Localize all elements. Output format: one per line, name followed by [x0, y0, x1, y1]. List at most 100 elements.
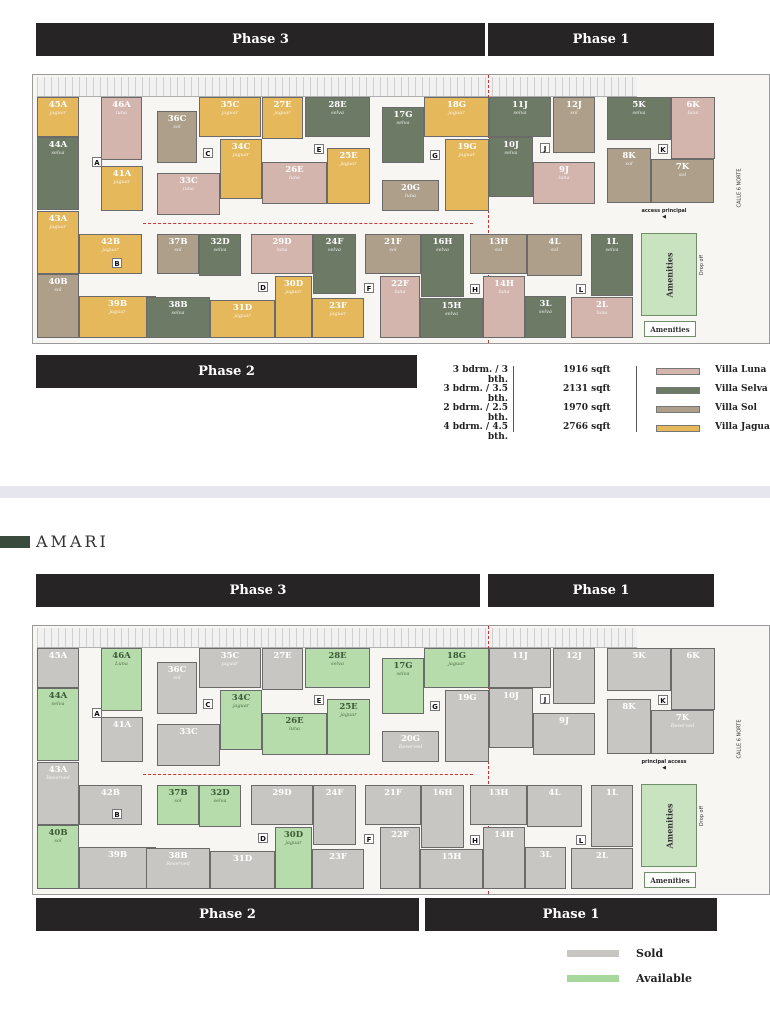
bottom-unit-27e[interactable]: 27E — [262, 648, 303, 690]
bottom-unit-43a[interactable]: 43A Reserved — [37, 762, 79, 825]
top-unit-31d[interactable]: 31D jaguar — [210, 300, 275, 338]
bottom-unit-11j[interactable]: 11J — [489, 648, 551, 688]
bottom-unit-39b[interactable]: 39B — [79, 847, 156, 889]
bottom-unit-37b[interactable]: 37B sol — [157, 785, 199, 825]
top-unit-46a[interactable]: 46A luna — [101, 97, 142, 160]
unit-number: 36C — [167, 665, 187, 675]
top-unit-38b[interactable]: 38B selva — [146, 297, 210, 338]
bottom-unit-28e[interactable]: 28E selva — [305, 648, 370, 688]
bottom-unit-40b[interactable]: 40B sol — [37, 825, 79, 889]
top-unit-14h[interactable]: 14H luna — [483, 276, 525, 338]
bottom-unit-42b[interactable]: 42B — [79, 785, 142, 825]
unit-type-label: luna — [394, 289, 406, 296]
bottom-unit-3l[interactable]: 3L — [525, 847, 566, 889]
top-unit-41a[interactable]: 41A jaguar — [101, 166, 143, 211]
top-unit-32d[interactable]: 32D selva — [199, 234, 241, 276]
top-unit-2l[interactable]: 2L luna — [571, 297, 633, 338]
top-unit-35c[interactable]: 35C jaguar — [199, 97, 261, 137]
bottom-unit-1l[interactable]: 1L — [591, 785, 633, 847]
bottom-unit-19g[interactable]: 19G — [445, 690, 489, 762]
bottom-unit-17g[interactable]: 17G selva — [382, 658, 424, 714]
bottom-unit-30d[interactable]: 30D jaguar — [275, 827, 312, 889]
top-unit-30d[interactable]: 30D jaguar — [275, 276, 312, 338]
bottom-unit-14h[interactable]: 14H — [483, 827, 525, 889]
top-unit-42b[interactable]: 42B jaguar — [79, 234, 142, 274]
top-unit-10j[interactable]: 10J selva — [489, 137, 533, 197]
top-unit-36c[interactable]: 36C sol — [157, 111, 197, 163]
bottom-unit-16h[interactable]: 16H — [421, 785, 464, 848]
bottom-unit-5k[interactable]: 5K — [607, 648, 671, 691]
top-unit-18g[interactable]: 18G jaguar — [424, 97, 489, 137]
top-unit-17g[interactable]: 17G selva — [382, 107, 424, 163]
top-unit-27e[interactable]: 27E jaguar — [262, 97, 303, 139]
bottom-unit-2l[interactable]: 2L — [571, 848, 633, 889]
top-unit-25e[interactable]: 25E jaguar — [327, 148, 370, 204]
top-unit-23f[interactable]: 23F jaguar — [312, 298, 364, 338]
unit-number: 34C — [231, 693, 251, 703]
top-unit-44a[interactable]: 44A selva — [37, 137, 79, 210]
bottom-unit-46a[interactable]: 46A Luna — [101, 648, 142, 711]
bottom-unit-35c[interactable]: 35C jaguar — [199, 648, 261, 688]
top-unit-19g[interactable]: 19G jaguar — [445, 139, 489, 211]
top-unit-37b[interactable]: 37B sol — [157, 234, 199, 274]
unit-type-label: selva — [51, 150, 65, 157]
top-unit-5k[interactable]: 5K selva — [607, 97, 671, 140]
bottom-unit-31d[interactable]: 31D — [210, 851, 275, 889]
top-unit-26e[interactable]: 26E luna — [262, 162, 327, 204]
bottom-unit-41a[interactable]: 41A — [101, 717, 143, 762]
bottom-unit-33c[interactable]: 33C — [157, 724, 220, 766]
bottom-unit-6k[interactable]: 6K — [671, 648, 715, 710]
bottom-unit-38b[interactable]: 38B Reserved — [146, 848, 210, 889]
bottom-unit-22f[interactable]: 22F — [380, 827, 420, 889]
bottom-unit-36c[interactable]: 36C sol — [157, 662, 197, 714]
bottom-unit-44a[interactable]: 44A selva — [37, 688, 79, 761]
bottom-unit-34c[interactable]: 34C jaguar — [220, 690, 262, 750]
bottom-unit-45a[interactable]: 45A — [37, 648, 79, 688]
bottom-unit-10j[interactable]: 10J — [489, 688, 533, 748]
top-unit-40b[interactable]: 40B sol — [37, 274, 79, 338]
bottom-unit-7k[interactable]: 7K Reserved — [651, 710, 714, 754]
bottom-unit-9j[interactable]: 9J — [533, 713, 595, 755]
top-unit-11j[interactable]: 11J selva — [489, 97, 551, 137]
top-unit-4l[interactable]: 4L sol — [527, 234, 582, 276]
top-unit-1l[interactable]: 1L selva — [591, 234, 633, 296]
top-unit-33c[interactable]: 33C luna — [157, 173, 220, 215]
bottom-unit-18g[interactable]: 18G jaguar — [424, 648, 489, 688]
top-unit-39b[interactable]: 39B jaguar — [79, 296, 156, 338]
bottom-unit-23f[interactable]: 23F — [312, 849, 364, 889]
top-unit-15h[interactable]: 15H selva — [420, 298, 483, 338]
bottom-unit-32d[interactable]: 32D selva — [199, 785, 241, 827]
top-unit-20g[interactable]: 20G luna — [382, 180, 439, 211]
unit-number: 41A — [112, 720, 132, 730]
bottom-unit-26e[interactable]: 26E luna — [262, 713, 327, 755]
top-unit-9j[interactable]: 9J luna — [533, 162, 595, 204]
top-unit-28e[interactable]: 28E selva — [305, 97, 370, 137]
top-unit-24f[interactable]: 24F selva — [313, 234, 356, 294]
top-unit-7k[interactable]: 7K sol — [651, 159, 714, 203]
top-unit-34c[interactable]: 34C jaguar — [220, 139, 262, 199]
bottom-unit-20g[interactable]: 20G Reserved — [382, 731, 439, 762]
bottom-unit-4l[interactable]: 4L — [527, 785, 582, 827]
top-unit-16h[interactable]: 16H selva — [421, 234, 464, 297]
amenities-label: Amenities — [663, 803, 674, 848]
bottom-unit-8k[interactable]: 8K — [607, 699, 651, 754]
bottom-unit-12j[interactable]: 12J — [553, 648, 595, 704]
bottom-unit-13h[interactable]: 13H — [470, 785, 527, 825]
unit-type-label: jaguar — [458, 152, 476, 159]
bottom-unit-29d[interactable]: 29D — [251, 785, 313, 825]
bottom-unit-21f[interactable]: 21F — [365, 785, 421, 825]
top-unit-6k[interactable]: 6K luna — [671, 97, 715, 159]
top-unit-45a[interactable]: 45A jaguar — [37, 97, 79, 137]
top-unit-3l[interactable]: 3L selva — [525, 296, 566, 338]
top-unit-12j[interactable]: 12J sol — [553, 97, 595, 153]
street-label: CALLE 6 NORTE — [736, 719, 743, 759]
top-unit-43a[interactable]: 43A jaguar — [37, 211, 79, 274]
top-unit-22f[interactable]: 22F luna — [380, 276, 420, 338]
bottom-unit-25e[interactable]: 25E jaguar — [327, 699, 370, 755]
top-unit-21f[interactable]: 21F sol — [365, 234, 421, 274]
bottom-unit-15h[interactable]: 15H — [420, 849, 483, 889]
top-unit-8k[interactable]: 8K sol — [607, 148, 651, 203]
top-unit-13h[interactable]: 13H sol — [470, 234, 527, 274]
bottom-unit-24f[interactable]: 24F — [313, 785, 356, 845]
top-unit-29d[interactable]: 29D luna — [251, 234, 313, 274]
